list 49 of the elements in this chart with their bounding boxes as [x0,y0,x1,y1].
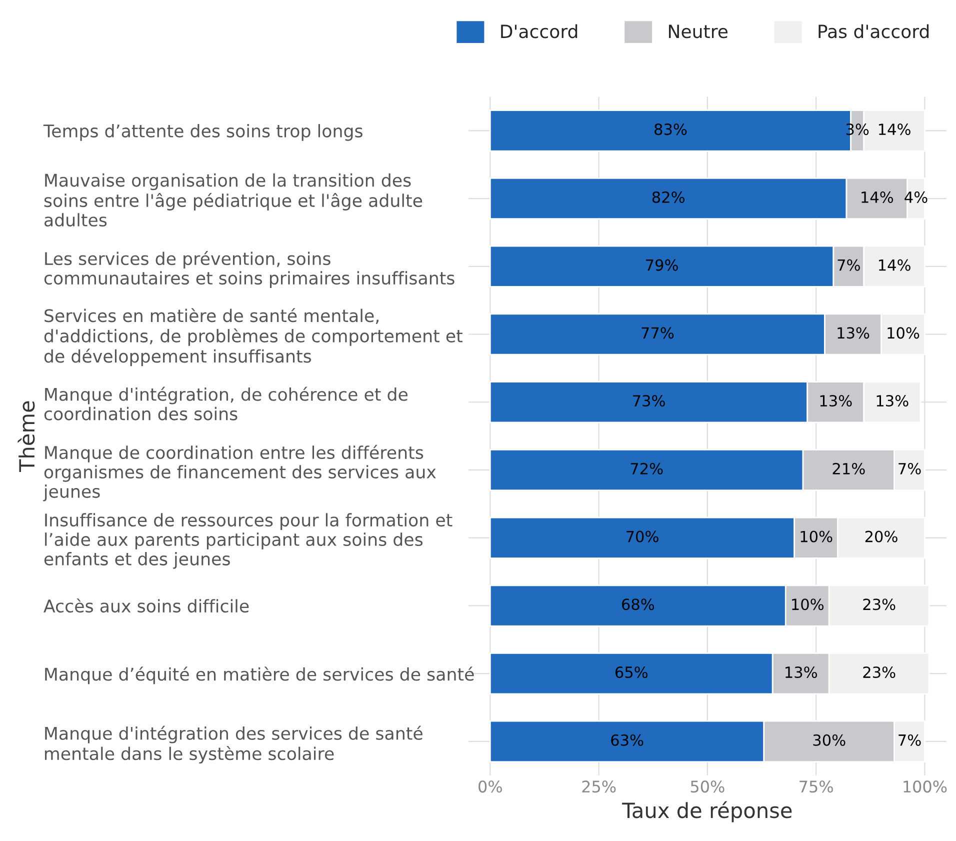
data-label: 4% [904,191,928,203]
legend-label: D'accord [501,24,578,38]
data-label: 65% [615,666,648,678]
x-tick-label: 50% [690,780,724,793]
legend-label: Neutre [668,24,728,38]
data-label: 7% [898,462,921,474]
data-label: 13% [820,395,852,407]
y-tick-label: Insuffisance de ressources pour la formation et l’aide aux parents participant aux soins des enfants et des jeunes [44,513,452,569]
y-tick-label: Mauvaise organisation de la transition des soins entre l'âge pédiatrique et l'âge adulte adultes [44,173,422,227]
data-label: 10% [800,530,832,542]
data-label: 83% [654,124,687,136]
x-tick-label: 0% [478,780,502,793]
data-label: 23% [863,598,896,610]
data-label: 14% [878,259,910,271]
data-label: 7% [838,259,860,271]
y-axis-title: Thème [18,401,35,472]
y-tick-label: Manque d'intégration des services de santé mentale dans le système scolaire [45,726,422,764]
data-label: 63% [611,734,644,746]
x-tick-label: 25% [582,780,616,793]
x-tick-label: 100% [904,780,947,793]
data-label: 73% [633,395,665,407]
data-label: 10% [792,598,824,610]
data-label: 10% [888,327,920,339]
x-tick-label: 75% [800,780,833,793]
legend-label: Pas d'accord [818,24,929,38]
y-tick-label: Les services de prévention, soins communautaires et soins primaires insuffisants [44,251,454,288]
data-label: 77% [642,327,674,339]
data-label: 13% [786,666,818,678]
y-tick-label: Manque d’équité en matière de services de santé [45,666,474,684]
data-label: 70% [626,530,658,542]
data-label: 82% [652,191,684,203]
y-tick-label: Services en matière de santé mentale, d'addictions, de problèmes de comportement et de développement insuffisants [44,308,462,366]
data-label: 14% [862,191,894,203]
y-tick-label: Accès aux soins difficile [44,598,249,613]
data-label: 30% [813,734,846,746]
x-axis-title: Taux de réponse [622,801,792,822]
y-tick-label: Manque de coordination entre les différents organismes de financement des services aux jeunes [43,444,436,502]
data-label: 21% [832,462,865,474]
data-label: 14% [878,124,910,136]
y-tick-label: Temps d’attente des soins trop longs [43,124,362,141]
data-label: 13% [838,327,870,339]
data-label: 20% [865,530,898,542]
data-label: 79% [646,259,678,271]
data-label: 72% [630,462,663,474]
y-tick-label: Manque d'intégration, de cohérence et de coordination des soins [44,386,408,420]
data-label: 13% [876,395,908,407]
data-label: 23% [863,666,896,678]
data-label: 68% [622,598,654,610]
data-label: 7% [898,734,921,746]
